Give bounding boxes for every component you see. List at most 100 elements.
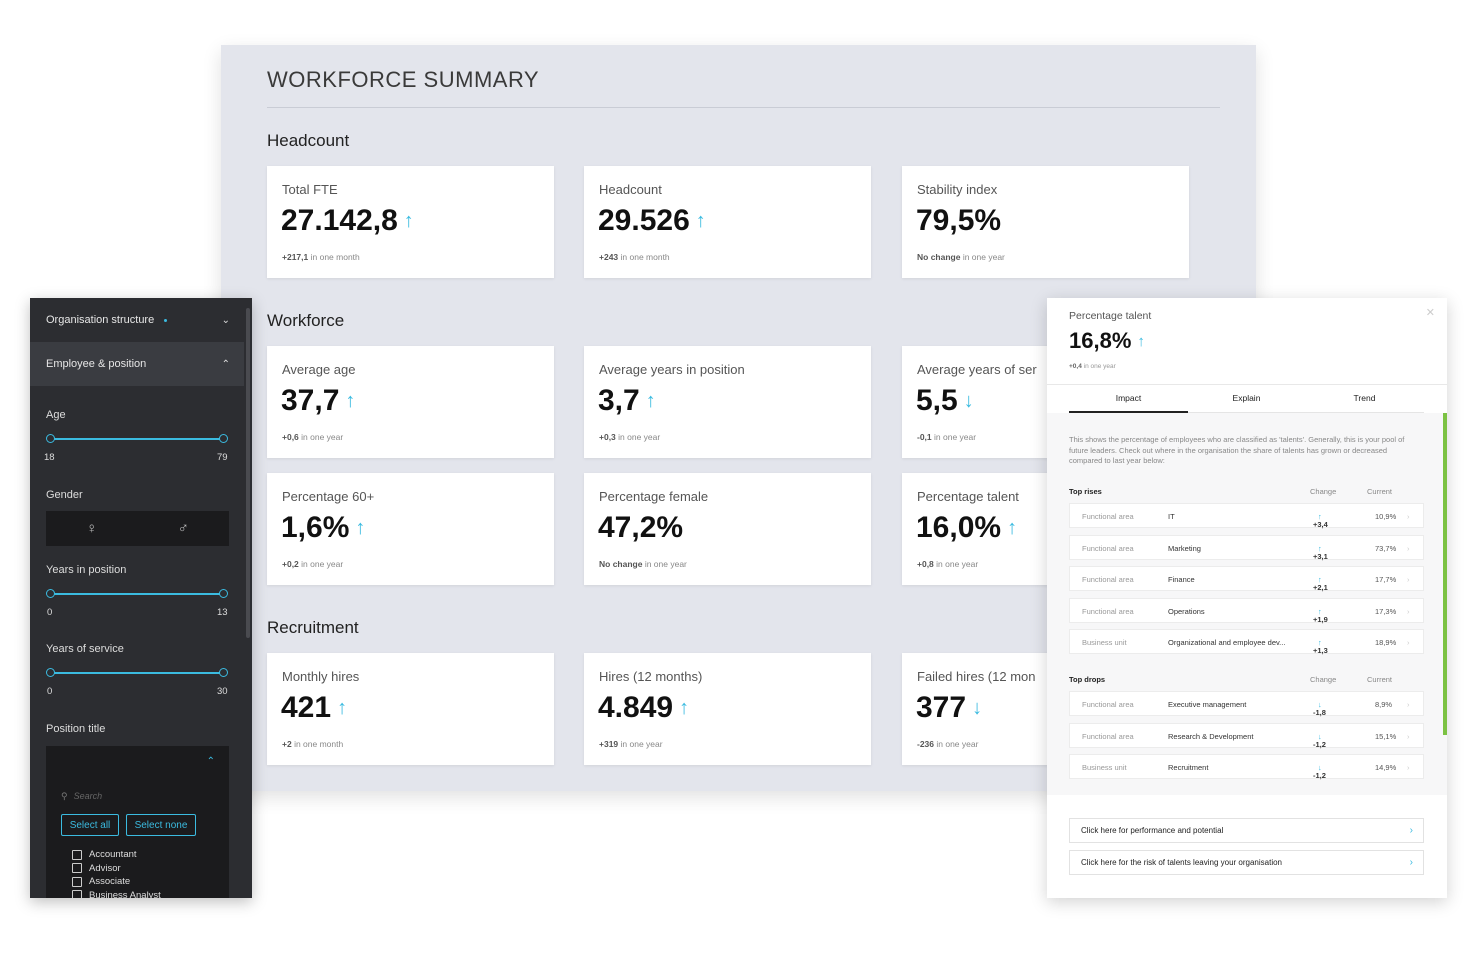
performance-potential-link[interactable]: Click here for performance and potential… (1069, 818, 1424, 843)
years-in-position-label: Years in position (46, 564, 127, 576)
trend-arrow-icon: ↑ (355, 516, 366, 539)
row-change: +1,9 ↑ (1313, 606, 1328, 624)
kpi-delta: No change in one year (599, 559, 687, 569)
kpi-delta: +217,1 in one month (282, 252, 360, 262)
tab-impact[interactable]: Impact (1115, 393, 1142, 403)
top-rises-heading: Top rises (1069, 487, 1102, 496)
filter-org-structure[interactable]: Organisation structure ⌄ (30, 298, 244, 342)
talent-row[interactable]: Functional area Marketing +3,1 ↑ 73,7% › (1069, 534, 1424, 561)
age-label: Age (46, 409, 66, 421)
tab-trend[interactable]: Trend (1353, 393, 1376, 403)
panel-value: 16,8% ↑ (1069, 328, 1145, 353)
age-slider-max-handle[interactable] (219, 434, 228, 443)
age-max-value: 79 (217, 452, 228, 463)
select-all-button[interactable]: Select all (61, 814, 119, 836)
years-in-position-min-handle[interactable] (46, 589, 55, 598)
row-type: Functional area (1082, 606, 1134, 616)
kpi-label: Stability index (917, 182, 998, 197)
search-icon: ⚲ (61, 791, 68, 801)
years-in-position-slider[interactable] (46, 589, 228, 599)
impact-description: This shows the percentage of employees w… (1069, 435, 1405, 465)
kpi-label: Percentage talent (917, 489, 1019, 504)
kpi-card[interactable]: Percentage 60+ 1,6% ↑ +0,2 in one year (267, 473, 554, 585)
kpi-label: Average age (282, 362, 356, 377)
kpi-card[interactable]: Percentage female 47,2% No change in one y… (584, 473, 871, 585)
position-options-list: Accountant Advisor Associate Business Analy… (72, 848, 161, 898)
years-of-service-min-value: 0 (47, 686, 53, 697)
kpi-delta: -0,1 in one year (917, 432, 977, 442)
talent-row[interactable]: Functional area Finance +2,1 ↑ 17,7% › (1069, 566, 1424, 592)
position-option[interactable]: Accountant (72, 848, 161, 862)
kpi-card[interactable]: Total FTE 27.142,8 ↑ +217,1 in one month (267, 166, 554, 278)
chevron-right-icon: › (1407, 543, 1410, 553)
kpi-delta: -236 in one year (917, 739, 979, 749)
row-current: 17,7% (1375, 575, 1397, 584)
row-current: 8,9% (1375, 700, 1393, 709)
row-name: Organizational and employee dev... (1168, 638, 1286, 647)
row-name: Finance (1168, 575, 1195, 584)
talent-row[interactable]: Business unit Organizational and employee… (1069, 629, 1424, 655)
position-option[interactable]: Business Analyst (72, 889, 161, 898)
chevron-right-icon: › (1409, 857, 1413, 868)
content-scrollbar[interactable] (1443, 413, 1447, 735)
panel-delta: +0,4 in one year (1069, 363, 1116, 370)
chevron-right-icon: › (1407, 731, 1410, 741)
kpi-delta: +0,6 in one year (282, 432, 344, 442)
row-type: Functional area (1082, 700, 1134, 709)
row-current: 15,1% (1375, 731, 1397, 741)
chevron-down-icon: ⌄ (221, 314, 230, 326)
checkbox[interactable] (72, 849, 82, 860)
kpi-card[interactable]: Monthly hires 421 ↑ +2 in one month (267, 653, 554, 765)
kpi-card[interactable]: Hires (12 months) 4.849 ↑ +319 in one year (584, 653, 871, 765)
kpi-value: 377 ↓ (916, 691, 983, 724)
kpi-card[interactable]: Headcount 29.526 ↑ +243 in one month (584, 166, 871, 278)
position-option[interactable]: Advisor (72, 862, 161, 876)
checkbox[interactable] (72, 863, 82, 874)
trend-arrow-icon: ↑ (337, 696, 348, 719)
trend-arrow-icon: ↑ (1318, 575, 1322, 584)
filter-employee-position[interactable]: Employee & position ⌃ (30, 342, 244, 386)
age-slider[interactable] (46, 434, 228, 444)
trend-arrow-icon: ↓ (963, 389, 974, 412)
position-option[interactable]: Associate (72, 875, 161, 889)
kpi-card[interactable]: Stability index 79,5% No change in one yea… (902, 166, 1189, 278)
kpi-card[interactable]: Average years in position 3,7 ↑ +0,3 in one… (584, 346, 871, 458)
checkbox[interactable] (72, 876, 82, 887)
filter-scrollbar[interactable] (246, 308, 250, 638)
trend-arrow-icon: ↓ (1318, 731, 1322, 741)
talent-row[interactable]: Functional area Operations +1,9 ↑ 17,3% › (1069, 597, 1424, 624)
chevron-up-icon[interactable]: ⌃ (206, 756, 215, 767)
female-icon[interactable]: ♀ (86, 520, 98, 537)
checkbox[interactable] (72, 890, 82, 898)
age-slider-min-handle[interactable] (46, 434, 55, 443)
tab-explain[interactable]: Explain (1232, 393, 1261, 403)
talent-row[interactable]: Business unit Recruitment -1,2 ↓ 14,9% › (1069, 754, 1424, 780)
position-search-input[interactable]: ⚲ Search (61, 791, 103, 801)
talent-row[interactable]: Functional area Research & Development -1,… (1069, 722, 1424, 749)
kpi-label: Average years in position (599, 362, 745, 377)
years-in-position-max-handle[interactable] (219, 589, 228, 598)
active-filter-dot-icon (164, 318, 168, 322)
kpi-delta: +243 in one month (599, 252, 670, 262)
chevron-right-icon: › (1409, 825, 1413, 836)
years-of-service-min-handle[interactable] (46, 668, 55, 677)
years-of-service-max-value: 30 (217, 686, 228, 697)
talent-risk-link[interactable]: Click here for the risk of talents leavi… (1069, 850, 1424, 875)
trend-arrow-icon: ↑ (1318, 543, 1322, 553)
trend-arrow-icon: ↑ (1007, 516, 1018, 539)
kpi-value: 29.526 ↑ (598, 204, 706, 237)
talent-row[interactable]: Functional area Executive management -1,8 ↓… (1069, 691, 1424, 717)
kpi-value: 1,6% ↑ (281, 511, 366, 544)
row-name: Research & Development (1168, 731, 1254, 741)
talent-row[interactable]: Functional area IT +3,4 ↑ 10,9% › (1069, 503, 1424, 529)
row-type: Functional area (1082, 543, 1134, 553)
kpi-card[interactable]: Average age 37,7 ↑ +0,6 in one year (267, 346, 554, 458)
kpi-value: 47,2% (598, 511, 684, 544)
male-icon[interactable]: ♂ (177, 520, 189, 537)
close-icon[interactable]: ✕ (1425, 307, 1435, 319)
row-change: +3,4 ↑ (1313, 512, 1328, 529)
years-of-service-slider[interactable] (46, 668, 228, 678)
select-none-button[interactable]: Select none (126, 814, 196, 836)
years-of-service-max-handle[interactable] (219, 668, 228, 677)
row-type: Functional area (1082, 512, 1134, 521)
